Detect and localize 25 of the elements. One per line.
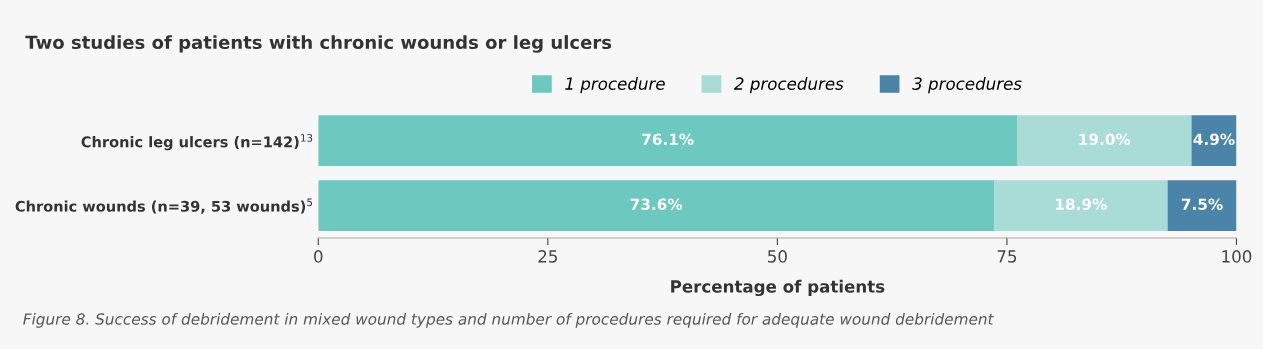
x-axis-title: Percentage of patients	[671, 279, 885, 297]
bar	[994, 180, 1168, 231]
legend-label: 1 procedure	[565, 77, 665, 94]
data-label: 7.5%	[1181, 198, 1223, 210]
legend-label: 2 procedures	[733, 77, 844, 94]
data-label: 76.1%	[642, 133, 694, 146]
x-tick-label: 25	[538, 250, 557, 263]
bar	[1167, 180, 1237, 231]
chart-title: Two studies of patients with chronic wounds or leg ulcers	[25, 35, 612, 53]
data-label: 18.9%	[1056, 198, 1107, 210]
data-label: 19.0%	[1079, 133, 1131, 146]
y-tick-label: Chronic wounds (n=39, 53 wounds)$^{5}$	[15, 198, 313, 214]
x-tick-label: 50	[768, 250, 787, 263]
y-tick-label: Chronic leg ulcers (n=142)$^{13}$	[81, 134, 313, 151]
x-tick-label: 0	[314, 250, 323, 263]
x-tick-label: 75	[997, 250, 1017, 263]
x-tick-label: 100	[1222, 250, 1252, 263]
bar	[318, 180, 995, 231]
bar	[318, 115, 1018, 166]
caption: Figure 8. Success of debridement in mixed wound types and number of procedures required for adequate wound debridement	[23, 312, 995, 328]
bar	[1017, 115, 1192, 166]
data-label: 4.9%	[1193, 133, 1235, 146]
bar	[1191, 115, 1237, 166]
data-label: 73.6%	[630, 198, 683, 210]
legend-label: 3 procedures	[912, 77, 1022, 94]
